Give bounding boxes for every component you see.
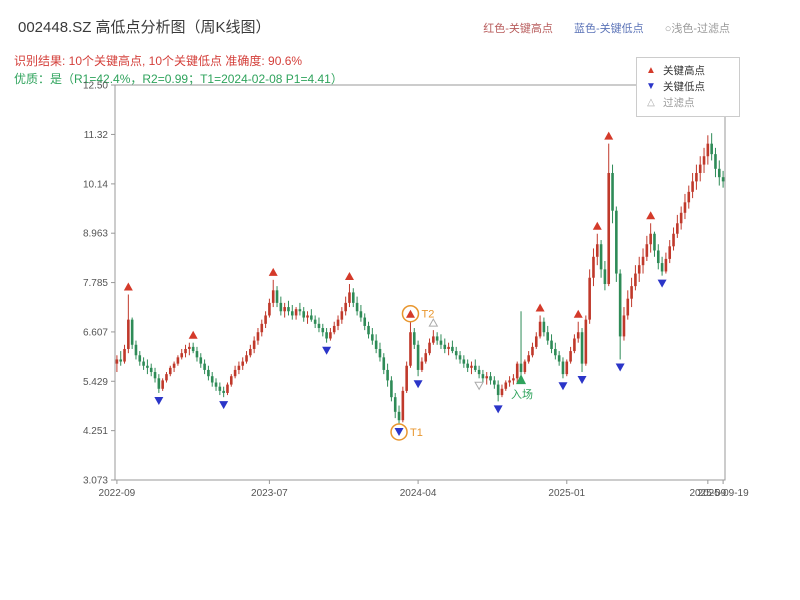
- svg-text:2025-01: 2025-01: [548, 488, 585, 499]
- svg-text:2025-09: 2025-09: [689, 488, 726, 499]
- down-triangle-icon: ▼: [646, 81, 656, 92]
- legend-text-key-high: 红色-关键高点: [483, 23, 553, 35]
- svg-text:12.50: 12.50: [83, 81, 108, 92]
- svg-text:2025-09-19: 2025-09-19: [698, 488, 750, 499]
- legend-text-filtered: ○浅色-过滤点: [664, 23, 730, 35]
- legend-item-filtered: △ 过滤点: [645, 95, 731, 111]
- svg-text:2023-07: 2023-07: [251, 488, 288, 499]
- chart-legend: ▲ 关键高点 ▼ 关键低点 △ 过滤点: [636, 57, 740, 117]
- svg-text:3.073: 3.073: [83, 476, 108, 487]
- outline-triangle-icon: △: [647, 97, 655, 108]
- legend-label-filtered: 过滤点: [663, 97, 695, 109]
- up-triangle-icon: ▲: [646, 65, 656, 76]
- svg-text:7.785: 7.785: [83, 278, 108, 289]
- svg-text:11.32: 11.32: [84, 130, 109, 141]
- svg-text:10.14: 10.14: [83, 179, 108, 190]
- svg-text:8.963: 8.963: [83, 229, 108, 240]
- svg-text:入场: 入场: [511, 387, 533, 401]
- legend-text-key-low: 蓝色-关键低点: [573, 23, 644, 35]
- svg-text:T2: T2: [421, 309, 434, 321]
- svg-text:4.251: 4.251: [83, 426, 108, 437]
- svg-text:2022-09: 2022-09: [99, 488, 136, 499]
- quality-result-text: 优质：是（R1=42.4%，R2=0.99；T1=2024-02-08 P1=4…: [14, 72, 343, 86]
- legend-label-key-high: 关键高点: [663, 65, 705, 77]
- top-legend: 红色-关键高点 蓝色-关键低点 ○浅色-过滤点: [465, 20, 730, 36]
- svg-text:2024-04: 2024-04: [400, 488, 437, 499]
- page-title: 002448.SZ 高低点分析图（周K线图）: [18, 19, 271, 36]
- legend-label-key-low: 关键低点: [663, 81, 705, 93]
- svg-text:T1: T1: [410, 427, 423, 439]
- legend-item-key-high: ▲ 关键高点: [645, 63, 731, 79]
- svg-text:6.607: 6.607: [83, 327, 108, 338]
- legend-item-key-low: ▼ 关键低点: [645, 79, 731, 95]
- recognition-result-text: 识别结果: 10个关键高点, 10个关键低点 准确度: 90.6%: [14, 54, 303, 68]
- svg-text:5.429: 5.429: [83, 377, 108, 388]
